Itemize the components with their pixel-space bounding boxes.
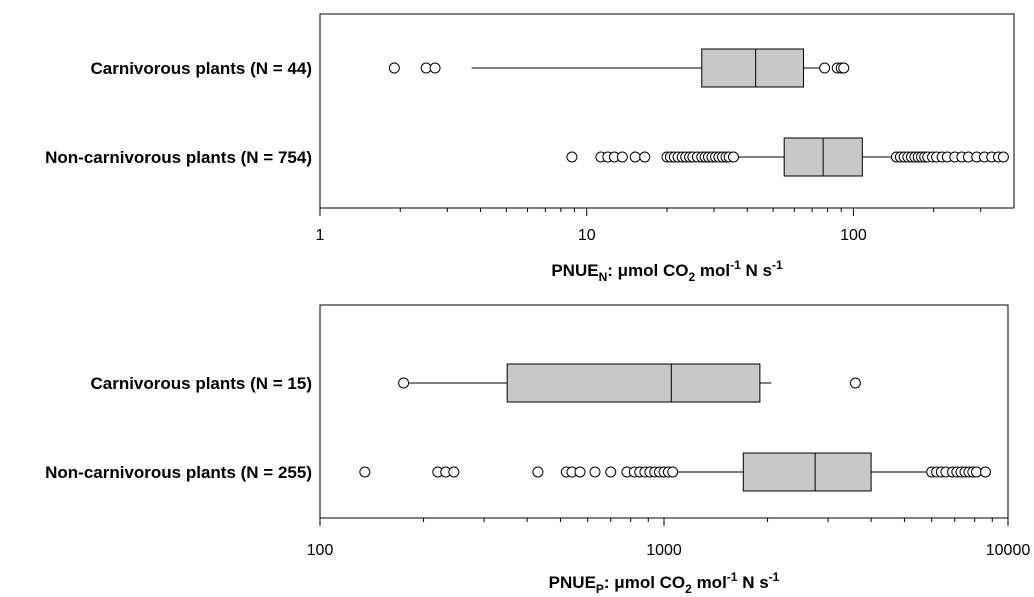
outlier-point xyxy=(819,62,831,74)
x-axis-label-part: N xyxy=(599,270,608,284)
iqr-box xyxy=(506,363,761,403)
outlier-point xyxy=(448,466,460,478)
x-axis-label-part: -1 xyxy=(727,570,738,584)
outlier-point xyxy=(629,151,641,163)
x-axis-label-part: P xyxy=(596,582,604,596)
outlier-point xyxy=(359,466,371,478)
x-axis-label-part: 2 xyxy=(685,582,692,596)
category-label: Non-carnivorous plants (N = 255) xyxy=(45,463,312,482)
x-tick-label: 1 xyxy=(316,227,325,244)
x-axis-label: PNUEN: μmol CO2 mol-1 N s-1 xyxy=(551,258,783,284)
outlier-point xyxy=(849,377,861,389)
x-axis-label-part: mol xyxy=(692,573,727,592)
outlier-point xyxy=(979,466,991,478)
outlier-point xyxy=(398,377,410,389)
x-tick-label: 1000 xyxy=(646,542,682,559)
pnue-n-panel: 1 10 100 Carnivorous plants (N = 44) Non-car… xyxy=(45,13,1015,284)
x-tick-label: 100 xyxy=(840,227,867,244)
category-label: Carnivorous plants (N = 44) xyxy=(90,59,312,78)
outlier-point xyxy=(574,466,586,478)
outlier-point xyxy=(589,466,601,478)
x-tick-label: 10000 xyxy=(986,542,1031,559)
outlier-point xyxy=(667,466,679,478)
x-tick-label: 10 xyxy=(578,227,596,244)
outlier-point xyxy=(727,151,739,163)
x-tick-label: 100 xyxy=(307,542,334,559)
x-axis-label-part: mol xyxy=(695,261,730,280)
pnue-p-panel: 100 1000 10000 Carnivorous plants (N = 15) N… xyxy=(45,304,1031,596)
outlier-point xyxy=(605,466,617,478)
outlier-point xyxy=(616,151,628,163)
plot-frame xyxy=(319,13,1015,209)
x-axis-label-part: -1 xyxy=(772,258,783,272)
x-axis-label-part: N s xyxy=(737,573,768,592)
outlier-point xyxy=(838,62,850,74)
plot-frame xyxy=(319,304,1009,519)
outlier-point xyxy=(388,62,400,74)
outlier-point xyxy=(532,466,544,478)
x-axis-label-part: PNUE xyxy=(549,573,596,592)
x-axis-label-part: PNUE xyxy=(551,261,598,280)
x-axis-label-part: : μmol CO xyxy=(604,573,685,592)
x-axis-label-part: 2 xyxy=(688,270,695,284)
outlier-point xyxy=(429,62,441,74)
outlier-point xyxy=(566,151,578,163)
x-axis-label-part: N s xyxy=(741,261,772,280)
x-axis-label: PNUEP: μmol CO2 mol-1 N s-1 xyxy=(549,570,780,596)
x-axis-label-part: -1 xyxy=(769,570,780,584)
outlier-point xyxy=(639,151,651,163)
iqr-box xyxy=(701,48,805,88)
iqr-box xyxy=(742,452,872,492)
category-label: Non-carnivorous plants (N = 754) xyxy=(45,148,312,167)
category-label: Carnivorous plants (N = 15) xyxy=(90,374,312,393)
x-axis-label-part: : μmol CO xyxy=(607,261,688,280)
x-axis-label-part: -1 xyxy=(730,258,741,272)
outlier-point xyxy=(997,151,1009,163)
